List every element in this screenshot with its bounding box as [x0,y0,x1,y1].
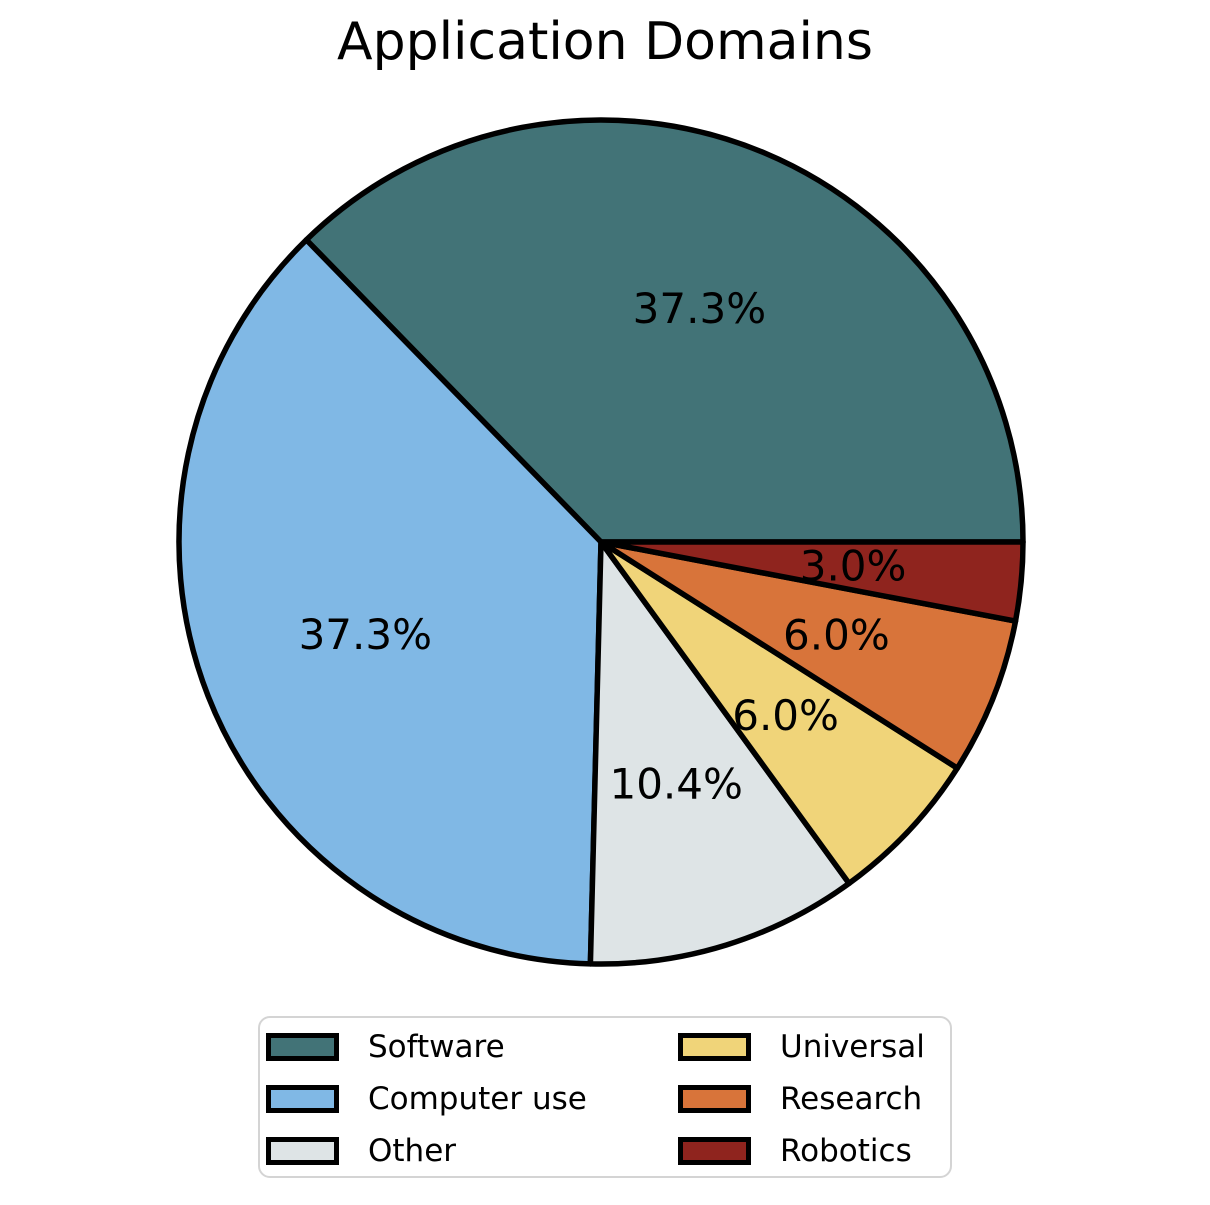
pct-label-computer-use: 37.3% [299,610,432,659]
legend-label-robotics: Robotics [780,1133,912,1169]
legend-label-other: Other [368,1133,457,1169]
pct-label-other: 10.4% [609,759,742,808]
legend-label-computer-use: Computer use [368,1081,587,1117]
legend-swatch-other [266,1137,339,1165]
legend-swatch-universal [678,1033,751,1061]
pie-slice-universal [598,539,961,887]
pie-slice-research [598,539,1019,771]
legend: Software Computer use Other Universal Resear… [258,1016,952,1178]
chart-title: Application Domains [337,12,873,72]
legend-label-universal: Universal [780,1029,925,1065]
pie-slice-computer-use [176,237,604,967]
legend-swatch-research [678,1085,751,1113]
legend-swatch-robotics [678,1137,751,1165]
legend-label-research: Research [780,1081,923,1117]
legend-swatch-software [266,1033,339,1061]
pct-label-research: 6.0% [783,611,890,660]
legend-item-universal: Universal [678,1029,950,1065]
pie-slice-other [587,539,852,967]
legend-label-software: Software [368,1029,505,1065]
pct-label-robotics: 3.0% [800,541,907,590]
pct-label-software: 37.3% [633,284,766,333]
pct-label-universal: 6.0% [732,691,839,740]
legend-item-computer-use: Computer use [266,1081,678,1117]
legend-swatch-computer-use [266,1085,339,1113]
legend-item-other: Other [266,1133,678,1169]
pie-slice-robotics [598,539,1026,624]
legend-item-software: Software [266,1029,678,1065]
legend-item-robotics: Robotics [678,1133,950,1169]
legend-item-research: Research [678,1081,950,1117]
pie-slice-software [303,117,1026,545]
